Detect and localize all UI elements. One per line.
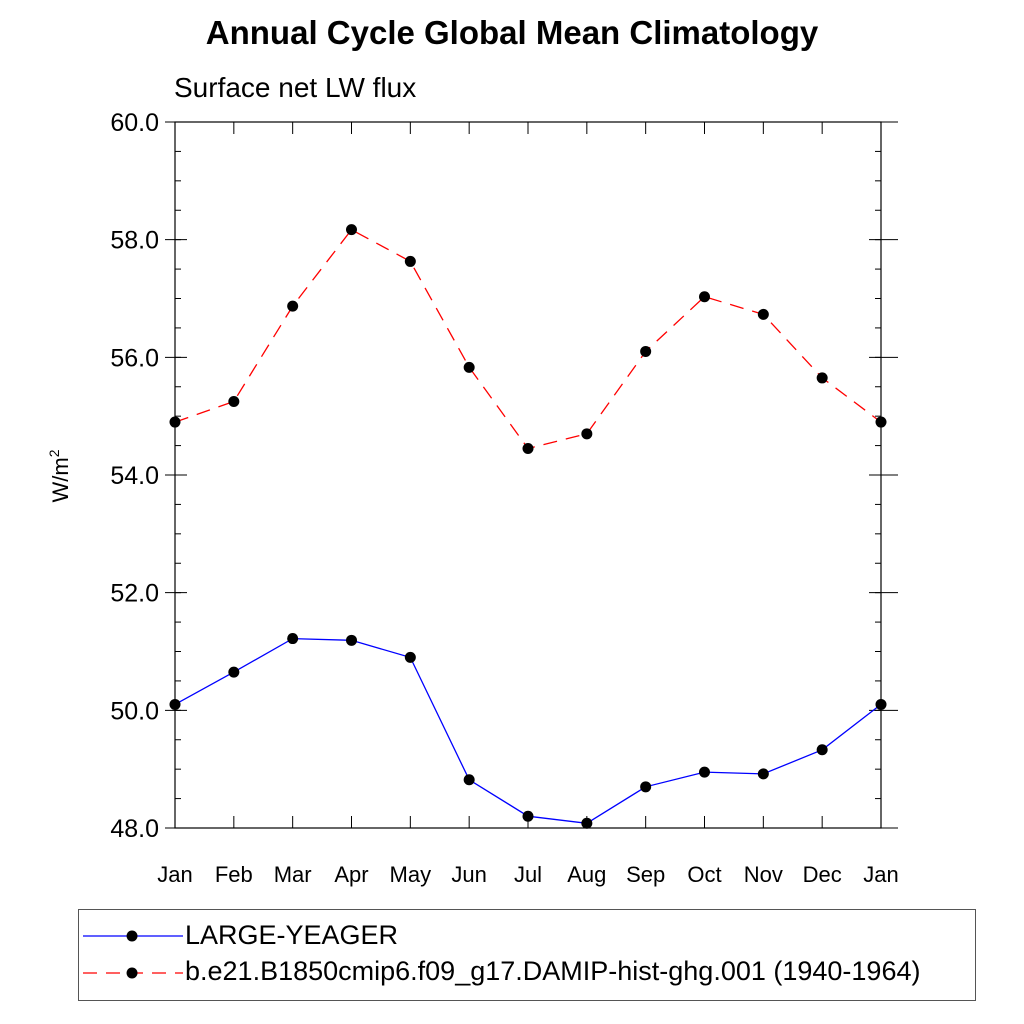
x-tick-label: Jan xyxy=(157,862,192,887)
data-point-series-2 xyxy=(463,361,475,373)
y-tick-label: 58.0 xyxy=(110,227,159,255)
y-axis-label-text: W/m xyxy=(48,457,73,502)
x-tick-label: Sep xyxy=(626,862,665,887)
data-point-series-1 xyxy=(757,768,769,780)
data-point-series-2 xyxy=(757,308,769,320)
data-point-series-1 xyxy=(228,666,240,678)
data-point-series-1 xyxy=(581,817,593,829)
x-tick-label: Dec xyxy=(803,862,842,887)
data-point-series-2 xyxy=(522,443,534,455)
y-tick-label: 50.0 xyxy=(110,697,159,725)
y-axis-label-superscript: 2 xyxy=(46,449,62,457)
legend: LARGE-YEAGER b.e21.B1850cmip6.f09_g17.DA… xyxy=(78,909,976,1001)
y-tick-label: 56.0 xyxy=(110,344,159,372)
x-tick-label: Jan xyxy=(863,862,898,887)
y-tick-label: 60.0 xyxy=(110,109,159,137)
data-point-series-1 xyxy=(640,781,652,793)
data-point-series-1 xyxy=(463,774,475,786)
x-tick-label: Oct xyxy=(687,862,721,887)
legend-marker-series-1 xyxy=(126,930,138,942)
x-tick-label: Jul xyxy=(514,862,542,887)
data-point-series-1 xyxy=(287,633,299,645)
plot-frame xyxy=(174,121,882,829)
legend-label-series-1: LARGE-YEAGER xyxy=(185,920,399,950)
data-point-series-2 xyxy=(699,291,710,303)
y-tick-label: 52.0 xyxy=(110,580,159,608)
data-point-series-2 xyxy=(169,416,181,428)
legend-label-series-2: b.e21.B1850cmip6.f09_g17.DAMIP-hist-ghg.… xyxy=(185,956,921,986)
chart-title: Annual Cycle Global Mean Climatology xyxy=(205,14,819,51)
x-tick-label: Jun xyxy=(451,862,486,887)
data-point-series-1 xyxy=(522,810,534,822)
data-point-series-2 xyxy=(346,224,357,236)
data-point-series-2 xyxy=(228,395,240,407)
data-point-series-1 xyxy=(404,651,416,663)
x-tick-label: Nov xyxy=(744,862,783,887)
series-line-1 xyxy=(174,637,882,824)
x-tick-label: Aug xyxy=(567,862,606,887)
x-tick-label: May xyxy=(390,862,432,887)
data-point-series-1 xyxy=(816,744,828,756)
data-point-series-2 xyxy=(287,300,299,312)
y-tick-label: 48.0 xyxy=(110,815,159,843)
data-point-series-2 xyxy=(640,345,652,357)
data-point-series-1 xyxy=(169,698,181,710)
data-point-series-2 xyxy=(404,255,416,267)
y-tick-label: 54.0 xyxy=(110,462,159,490)
y-axis-label: W/m2 xyxy=(46,449,73,502)
data-point-series-1 xyxy=(875,698,887,710)
data-point-series-2 xyxy=(875,416,887,428)
data-point-series-1 xyxy=(699,766,710,778)
chart-subtitle: Surface net LW flux xyxy=(174,72,417,103)
data-point-series-1 xyxy=(346,634,357,646)
legend-marker-series-2 xyxy=(126,967,138,979)
data-point-series-2 xyxy=(816,372,828,384)
data-point-series-2 xyxy=(581,428,593,440)
series-line-2 xyxy=(174,228,882,450)
x-tick-label: Apr xyxy=(334,862,368,887)
legend-markers xyxy=(83,930,183,979)
x-tick-label: Feb xyxy=(215,862,253,887)
x-tick-label: Mar xyxy=(274,862,312,887)
